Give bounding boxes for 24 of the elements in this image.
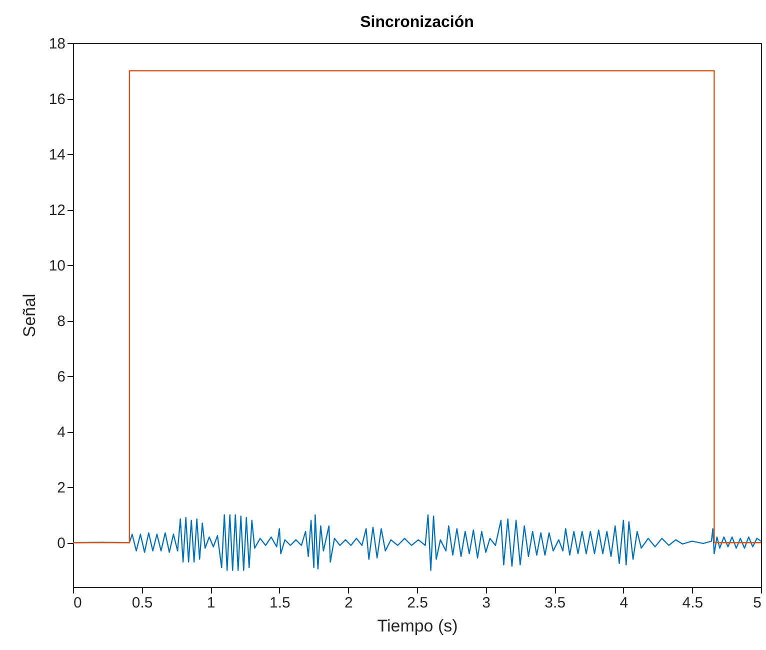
- y-tick-label: 4: [57, 424, 66, 442]
- y-tick-label: 10: [48, 258, 66, 275]
- y-tick-label: 18: [48, 36, 66, 52]
- y-tick-label: 12: [48, 202, 66, 220]
- x-tick-label: 1.5: [269, 594, 290, 612]
- y-tick-label: 6: [57, 368, 66, 386]
- y-tick-label: 14: [48, 146, 66, 164]
- x-tick-label: 2: [344, 594, 353, 612]
- x-tick-label: 5: [753, 594, 762, 612]
- x-tick-label: 4.5: [682, 594, 704, 612]
- x-tick-label: 0: [74, 594, 82, 612]
- x-tick-label: 2.5: [407, 594, 428, 612]
- y-tick-label: 0: [57, 535, 66, 552]
- x-tick-label: 0.5: [132, 594, 153, 612]
- y-tick-label: 8: [57, 313, 66, 330]
- x-tick-label: 4: [620, 594, 628, 612]
- chart-title: Sincronización: [360, 14, 474, 31]
- x-axis-title: Tiempo (s): [377, 616, 458, 636]
- y-axis-title: Señal: [20, 294, 39, 338]
- y-tick-label: 2: [57, 480, 66, 497]
- x-tick-label: 3: [482, 594, 490, 612]
- x-tick-label: 1: [206, 594, 216, 612]
- x-tick-label: 3.5: [544, 594, 566, 612]
- y-tick-label: 16: [48, 91, 66, 108]
